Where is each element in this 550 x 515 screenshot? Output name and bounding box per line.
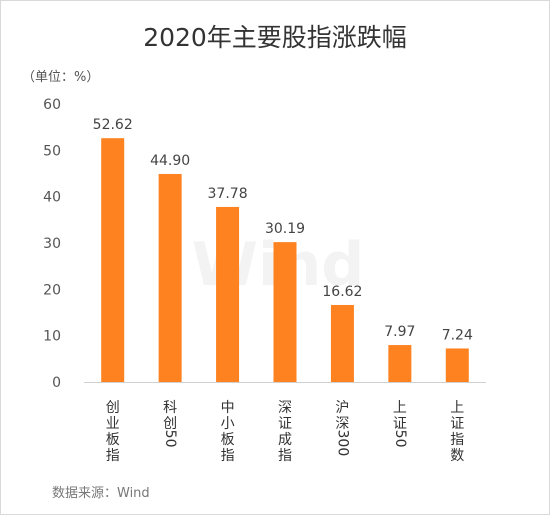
svg-text:板: 板 xyxy=(106,432,120,448)
svg-text:50: 50 xyxy=(162,430,178,448)
bar xyxy=(101,138,125,382)
bar xyxy=(158,173,182,382)
svg-text:指: 指 xyxy=(221,448,235,464)
bar xyxy=(216,206,240,382)
y-tick-label: 60 xyxy=(43,97,61,113)
chart-title: 2020年主要股指涨跌幅 xyxy=(143,23,407,52)
svg-text:指: 指 xyxy=(278,448,292,464)
svg-text:上: 上 xyxy=(393,400,407,416)
y-tick-label: 10 xyxy=(43,329,61,345)
svg-text:深: 深 xyxy=(278,400,292,416)
data-label: 52.62 xyxy=(93,117,133,133)
y-tick-label: 40 xyxy=(43,190,61,206)
unit-label: （单位：%） xyxy=(22,70,100,85)
svg-text:证: 证 xyxy=(450,416,464,432)
svg-text:成: 成 xyxy=(278,432,292,448)
data-label: 44.90 xyxy=(150,153,190,169)
bar xyxy=(445,348,469,382)
svg-text:证: 证 xyxy=(278,416,292,432)
data-label: 7.97 xyxy=(384,324,415,340)
svg-text:业: 业 xyxy=(106,416,120,432)
bar xyxy=(388,345,412,382)
svg-text:数: 数 xyxy=(450,448,464,464)
bar xyxy=(330,304,354,382)
data-label: 16.62 xyxy=(322,284,362,300)
y-tick-label: 0 xyxy=(52,375,61,391)
y-axis: 0 10 20 30 40 50 60 xyxy=(43,97,61,391)
y-tick-label: 20 xyxy=(43,282,61,298)
svg-text:中: 中 xyxy=(221,400,235,416)
data-source: 数据来源：Wind xyxy=(52,486,150,501)
svg-text:证: 证 xyxy=(393,416,407,432)
svg-text:科: 科 xyxy=(163,400,177,416)
bar xyxy=(273,242,297,382)
svg-text:创: 创 xyxy=(106,400,120,416)
svg-text:指: 指 xyxy=(450,432,464,448)
y-tick-label: 50 xyxy=(43,143,61,159)
svg-text:上: 上 xyxy=(450,400,464,416)
y-tick-label: 30 xyxy=(43,236,61,252)
svg-text:板: 板 xyxy=(221,432,235,448)
svg-text:沪: 沪 xyxy=(335,400,349,416)
svg-text:指: 指 xyxy=(106,448,120,464)
svg-text:小: 小 xyxy=(221,416,235,432)
svg-text:深: 深 xyxy=(335,416,349,432)
data-labels-group: 52.62 44.90 37.78 30.19 16.62 7.97 7.24 xyxy=(93,117,473,343)
data-label: 37.78 xyxy=(208,186,248,202)
data-label: 30.19 xyxy=(265,221,305,237)
data-label: 7.24 xyxy=(442,327,473,343)
svg-text:创: 创 xyxy=(163,416,177,432)
svg-text:300: 300 xyxy=(334,430,350,457)
svg-text:50: 50 xyxy=(392,430,408,448)
bars-group xyxy=(101,138,469,382)
